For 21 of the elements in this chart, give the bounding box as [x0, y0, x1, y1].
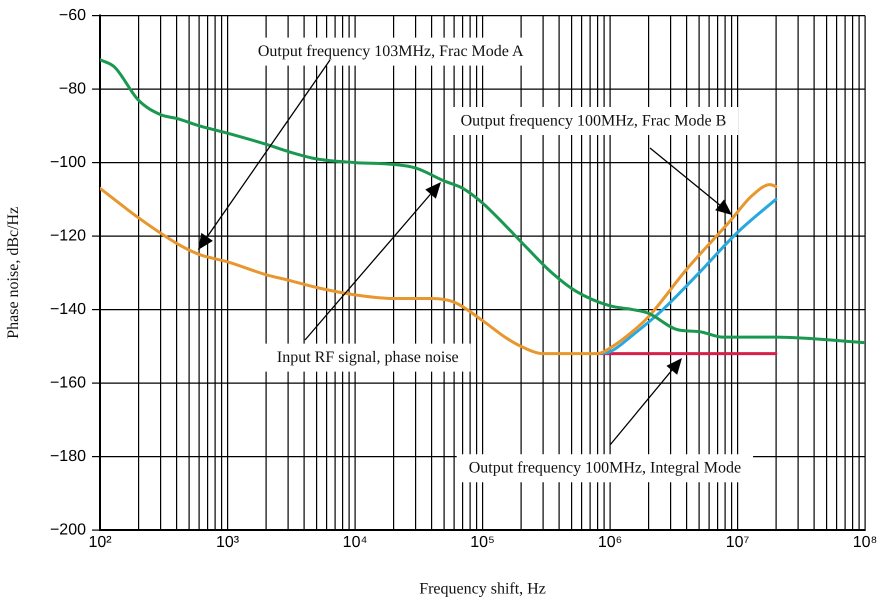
x-tick-label: 10⁶ — [598, 534, 622, 552]
y-tick-label: −160 — [50, 374, 86, 392]
x-tick-label: 10⁷ — [726, 534, 750, 552]
y-tick-label: −100 — [50, 154, 86, 171]
x-tick-label: 10⁸ — [852, 534, 878, 552]
x-tick-label: 10⁵ — [470, 534, 495, 552]
y-tick-label: −80 — [58, 80, 86, 98]
y-tick-label: −200 — [50, 521, 86, 538]
x-tick-label: 10⁴ — [342, 534, 368, 552]
y-tick-label: −180 — [50, 448, 86, 465]
annotation: Input RF signal, phase noise — [276, 348, 459, 366]
x-tick-label: 10² — [88, 534, 112, 552]
annotation: Output frequency 100MHz, Integral Mode — [468, 459, 742, 476]
annotation: Output frequency 103MHz, Frac Mode A — [258, 42, 524, 60]
x-axis-title: Frequency shift, Hz — [419, 580, 546, 598]
y-tick-label: −140 — [50, 300, 86, 318]
y-tick-label: −60 — [58, 7, 86, 24]
y-tick-label: −120 — [50, 227, 86, 244]
x-tick-label: 10³ — [216, 534, 240, 552]
annotation: Output frequency 100MHz, Frac Mode B — [460, 112, 726, 130]
y-axis-title: Phase noise, dBc/Hz — [4, 206, 22, 339]
